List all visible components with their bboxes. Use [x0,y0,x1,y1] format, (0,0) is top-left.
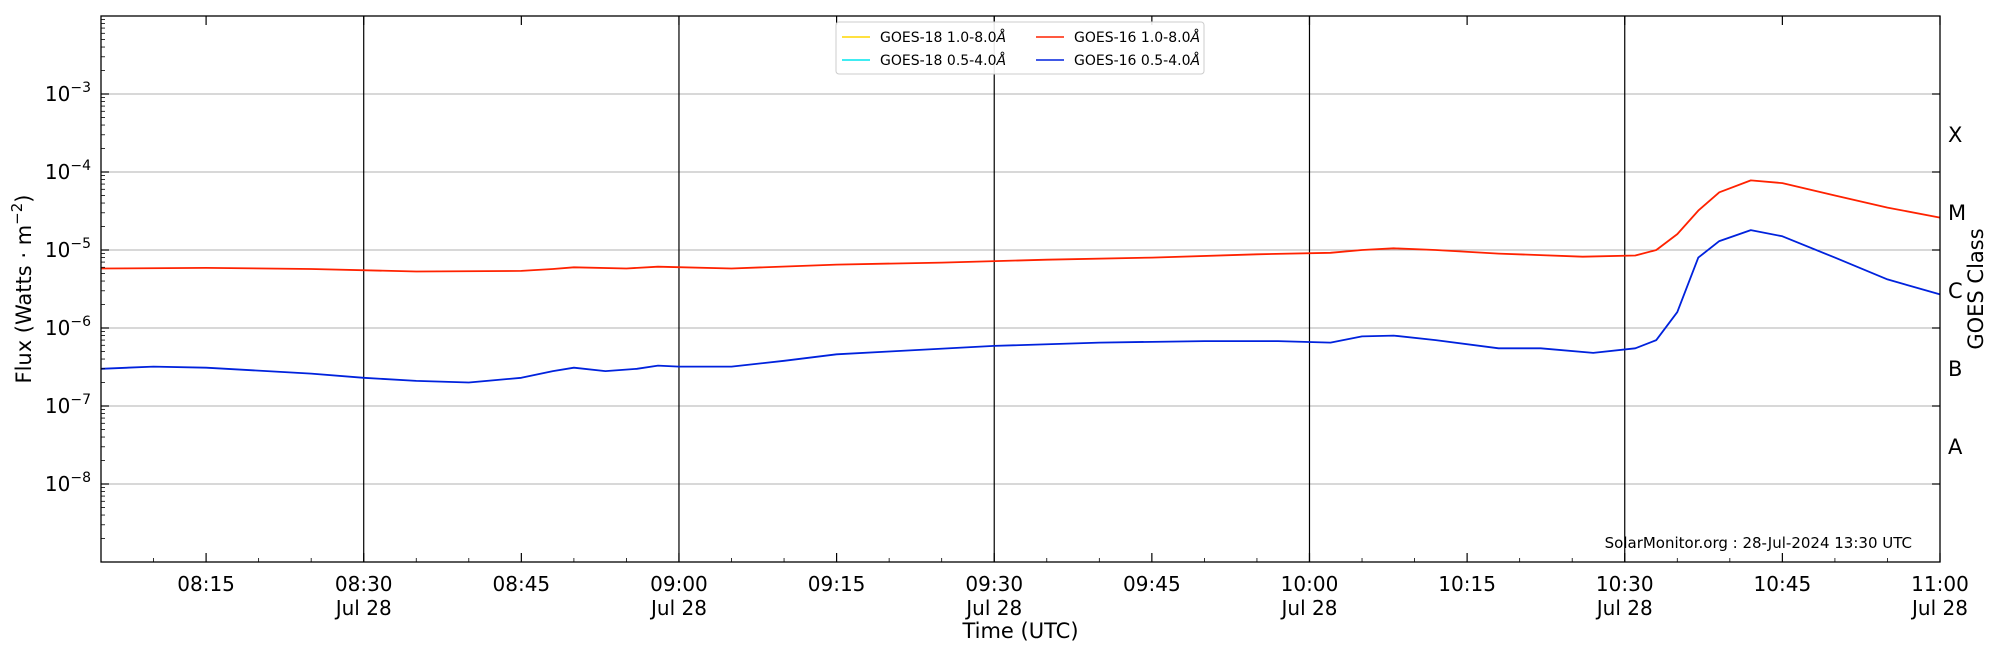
x-axis-label: Time (UTC) [961,619,1078,643]
x-tick-date-label: Jul 28 [1280,596,1338,620]
y-tick-label: 10−5 [45,236,91,262]
series-layer [100,179,1941,384]
watermark-text: SolarMonitor.org : 28-Jul-2024 13:30 UTC [1605,534,1912,552]
x-tick-date-label: Jul 28 [1595,596,1653,620]
series-line-3 [100,229,1941,384]
x-tick-label: 08:15 [177,572,235,596]
legend-box [835,21,1205,75]
legend-label: GOES-18 0.5-4.0Å [880,52,1006,69]
x-tick-label: 10:30 [1596,572,1654,596]
grid-layer [101,93,1940,485]
legend-label: GOES-16 1.0-8.0Å [1074,29,1200,46]
x-tick-date-label: Jul 28 [1910,596,1968,620]
x-tick-label: 09:00 [650,572,708,596]
y-axis-label: Flux (Watts · m−2) [8,194,36,383]
goes-class-label: A [1948,435,1963,459]
plot-frame [100,15,1941,563]
x-tick-label: 08:45 [493,572,551,596]
legend-label: GOES-18 1.0-8.0Å [880,29,1006,46]
y-tick-label: 10−7 [45,392,91,418]
goes-class-axis-label: GOES Class [1964,228,1988,349]
x-tick-label: 09:15 [808,572,866,596]
goes-class-label: X [1948,123,1962,147]
y-tick-label: 10−6 [45,314,91,340]
series-line-2 [100,179,1941,273]
x-tick-label: 10:15 [1438,572,1496,596]
goes-class-label: B [1948,357,1962,381]
x-tick-date-label: Jul 28 [649,596,707,620]
y-tick-label: 10−3 [45,80,91,106]
x-tick-label: 09:45 [1123,572,1181,596]
legend-label: GOES-16 0.5-4.0Å [1074,52,1200,69]
x-tick-date-label: Jul 28 [964,596,1022,620]
y-tick-label: 10−8 [45,470,91,496]
x-tick-label: 11:00 [1911,572,1969,596]
label-layer: Time (UTC) Flux (Watts · m−2) GOES Class A B… [8,123,1988,643]
goes-class-label: C [1948,279,1963,303]
x-tick-date-label: Jul 28 [334,596,392,620]
x-tick-label: 08:30 [335,572,393,596]
vertical-lines-layer [363,16,1626,562]
legend: GOES-18 1.0-8.0Å GOES-18 0.5-4.0Å GOES-16 … [835,21,1205,75]
x-tick-label: 10:45 [1754,572,1812,596]
x-tick-label: 09:30 [965,572,1023,596]
goes-class-label: M [1948,201,1966,225]
x-tick-label: 10:00 [1281,572,1339,596]
y-tick-label: 10−4 [45,158,91,184]
